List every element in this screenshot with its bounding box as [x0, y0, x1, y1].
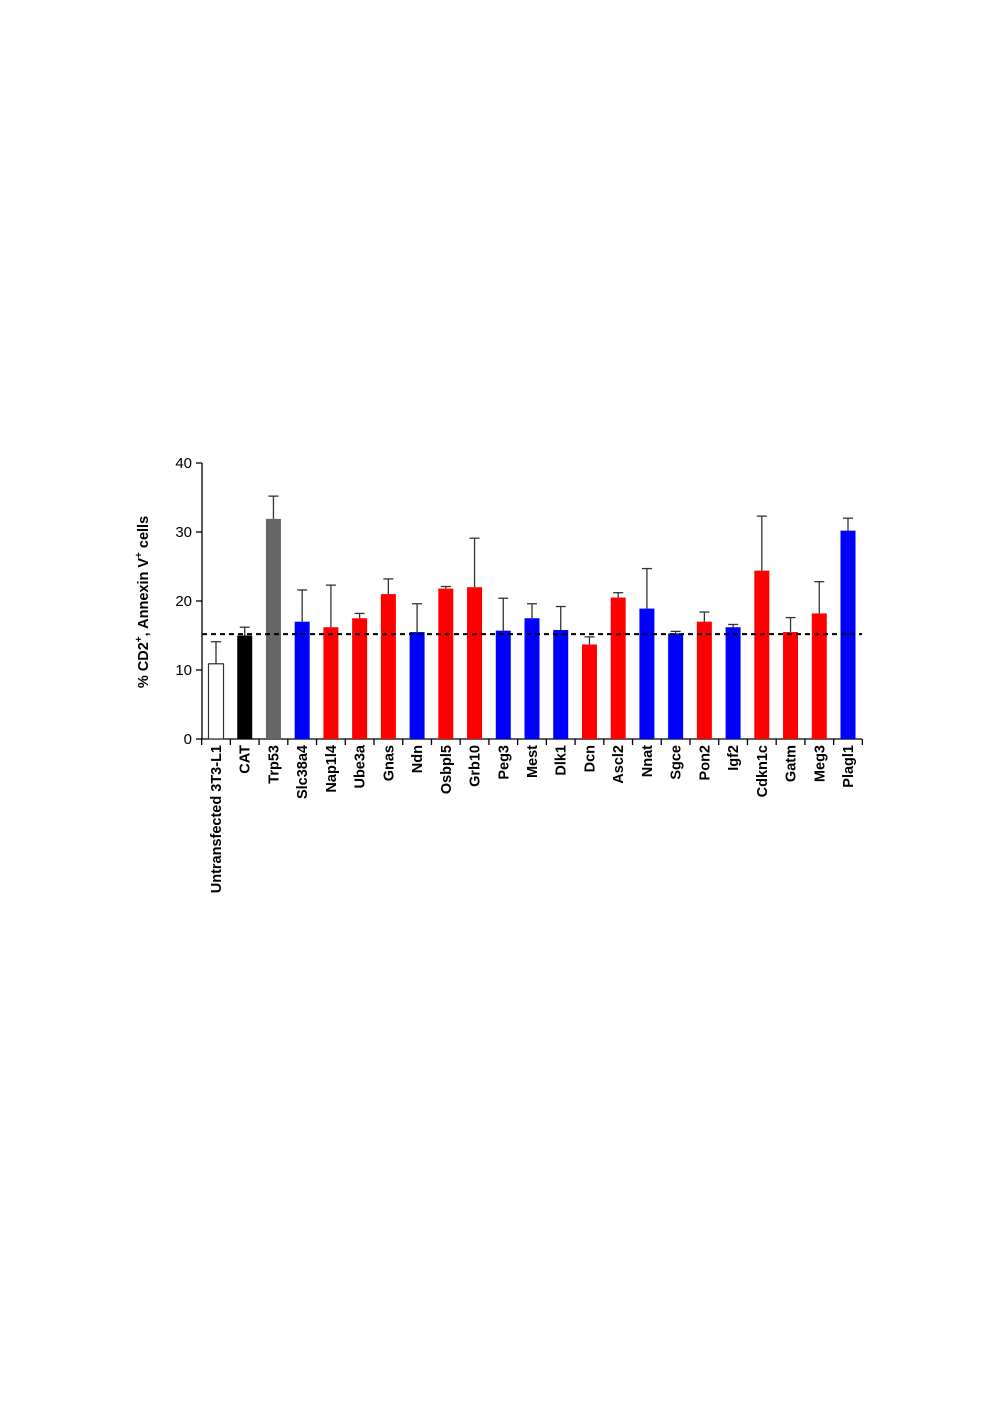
axes: 0 10 20 30 40 Untransfected 3T3-L1 CAT Trp53 Slc… [175, 455, 864, 893]
x-tick-label: Gatm [784, 745, 800, 782]
bar-trp53 [265, 518, 281, 739]
bar-ube3a [352, 618, 368, 739]
bars [202, 495, 862, 740]
bar-mest [524, 618, 540, 739]
x-tick-label: Peg3 [496, 745, 512, 780]
x-tick-label: CAT [238, 745, 254, 774]
x-tick-label: Trp53 [266, 745, 282, 784]
bar-cdkn1c [754, 570, 770, 739]
y-tick-label: 0 [184, 731, 192, 748]
x-tick-label: Osbpl5 [439, 745, 455, 794]
x-tick-label: Plagl1 [841, 745, 857, 788]
bar-nap1l4 [323, 627, 339, 739]
bar-cat [237, 635, 253, 739]
bar-ascl2 [610, 597, 626, 739]
x-tick-label: Ube3a [353, 744, 369, 788]
bar-grb10 [467, 587, 483, 739]
bar-igf2 [725, 627, 741, 739]
bar-pon2 [696, 621, 712, 739]
x-tick-label: Grb10 [468, 745, 484, 787]
bar-sgce [668, 633, 684, 739]
x-tick-label: Cdkn1c [755, 745, 771, 797]
x-tick-label: Ndn [410, 745, 426, 773]
bar-osbpl5 [438, 588, 454, 739]
x-tick-label: Nnat [640, 745, 656, 777]
x-tick-label: Gnas [381, 745, 397, 781]
x-tick-label: Mest [525, 745, 541, 778]
y-axis-label-text: % CD2+, Annexin V+ cells [134, 516, 152, 688]
bar-peg3 [495, 630, 511, 739]
y-tick-label: 20 [175, 593, 192, 610]
bar-gatm [783, 632, 799, 739]
x-tick-label: Slc38a4 [295, 745, 311, 799]
bar-untransfected-3t3-l1 [207, 663, 225, 740]
bar-slc38a4 [294, 621, 310, 739]
x-tick-label: Pon2 [697, 745, 713, 780]
bar-plagl1 [840, 530, 856, 739]
y-tick-label: 40 [175, 455, 192, 472]
x-tick-label: Nap1l4 [324, 745, 340, 793]
x-tick-label: Ascl2 [611, 745, 627, 784]
x-tick-label: Dlk1 [554, 745, 570, 776]
bar-dcn [581, 644, 597, 739]
x-tick-label: Sgce [669, 745, 685, 780]
bar-dlk1 [553, 629, 569, 739]
bar-meg3 [811, 613, 827, 739]
x-tick-label: Igf2 [726, 745, 742, 771]
y-tick-label: 30 [175, 524, 192, 541]
bar-ndn [409, 632, 425, 739]
y-axis-label: % CD2+, Annexin V+ cells [134, 516, 152, 688]
bar-nnat [639, 608, 655, 739]
x-tick-label: Meg3 [812, 745, 828, 782]
y-tick-label: 10 [175, 662, 192, 679]
bar-gnas [380, 594, 396, 739]
x-tick-label: Untransfected 3T3-L1 [209, 745, 225, 893]
x-tick-label: Dcn [582, 745, 598, 772]
